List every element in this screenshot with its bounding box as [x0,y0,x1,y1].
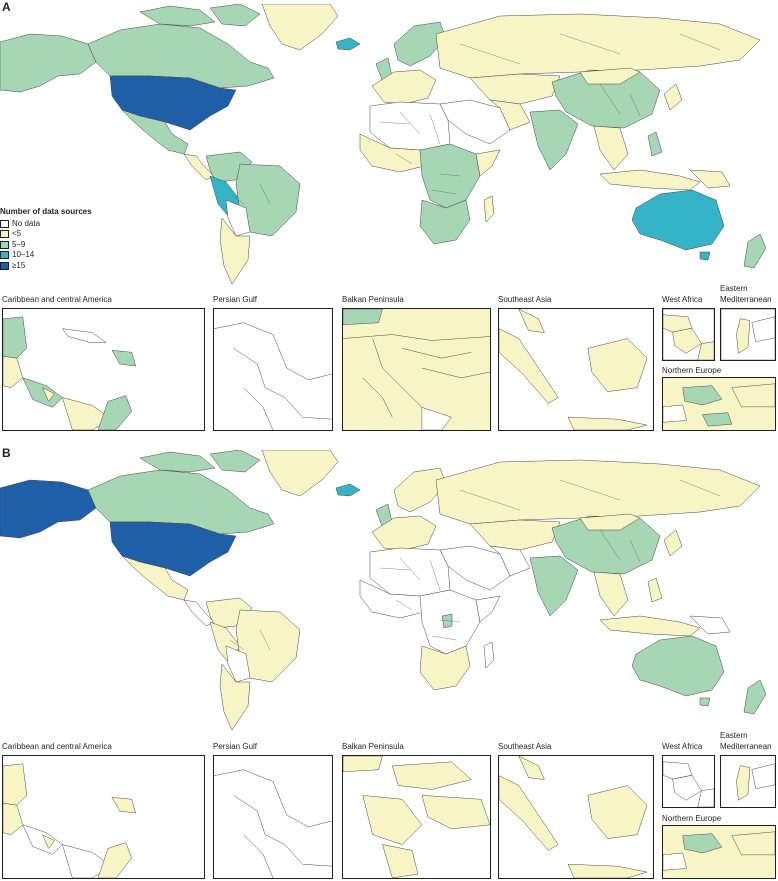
legend-label: No data [12,218,41,228]
inset-west-africa-a [662,308,715,361]
legend-item-10-14: 10–14 [0,250,92,261]
legend-a: Number of data sources No data <5 5–9 10… [0,207,92,271]
legend-label: 10–14 [12,250,35,259]
panel-a-label: A [2,0,11,14]
inset-title-caribbean: Caribbean and central America [2,295,112,304]
inset-title-persian-gulf: Persian Gulf [213,742,258,751]
legend-swatch [0,230,9,239]
legend-label: 5–9 [12,239,26,249]
inset-eastern-med-a [720,308,776,361]
inset-eastern-med-b [720,755,776,808]
legend-title: Number of data sources [0,207,92,216]
inset-persian-gulf-b [213,755,333,879]
inset-southeast-asia-a [498,308,654,431]
inset-title-southeast-asia: Southeast Asia [498,742,552,751]
inset-title-southeast-asia: Southeast Asia [498,295,552,304]
inset-title-eastern-med-2: Mediterranean [720,742,772,751]
inset-title-west-africa: West Africa [662,742,703,751]
inset-title-balkan: Balkan Peninsula [342,295,404,304]
legend-swatch [0,261,9,270]
legend-swatch [0,251,9,260]
legend-item-ge15: ≥15 [0,261,92,272]
inset-southeast-asia-b [498,755,654,879]
inset-title-eastern-med-2: Mediterranean [720,295,772,304]
legend-swatch [0,219,9,228]
inset-title-caribbean: Caribbean and central America [2,742,112,751]
legend-item-lt5: <5 [0,229,92,240]
world-map-a [0,4,767,285]
inset-northern-europe-a [662,377,776,431]
legend-label: ≥15 [12,260,26,270]
inset-northern-europe-b [662,825,776,879]
inset-balkan-a [342,308,491,431]
inset-persian-gulf-a [213,308,333,431]
inset-title-persian-gulf: Persian Gulf [213,295,258,304]
legend-label: <5 [12,229,22,238]
world-map-b [0,450,767,731]
legend-item-5-9: 5–9 [0,240,92,251]
inset-title-northern-europe: Northern Europe [662,366,722,375]
inset-title-balkan: Balkan Peninsula [342,742,404,751]
panel-b-label: B [2,446,11,460]
inset-west-africa-b [662,755,715,808]
inset-title-eastern-med-1: Eastern [720,284,748,293]
legend-swatch [0,240,9,249]
legend-item-no-data: No data [0,219,92,230]
inset-caribbean-b [2,755,205,879]
inset-caribbean-a [2,308,205,431]
inset-title-west-africa: West Africa [662,295,703,304]
inset-title-eastern-med-1: Eastern [720,731,748,740]
inset-title-northern-europe: Northern Europe [662,814,722,823]
inset-balkan-b [342,755,491,879]
